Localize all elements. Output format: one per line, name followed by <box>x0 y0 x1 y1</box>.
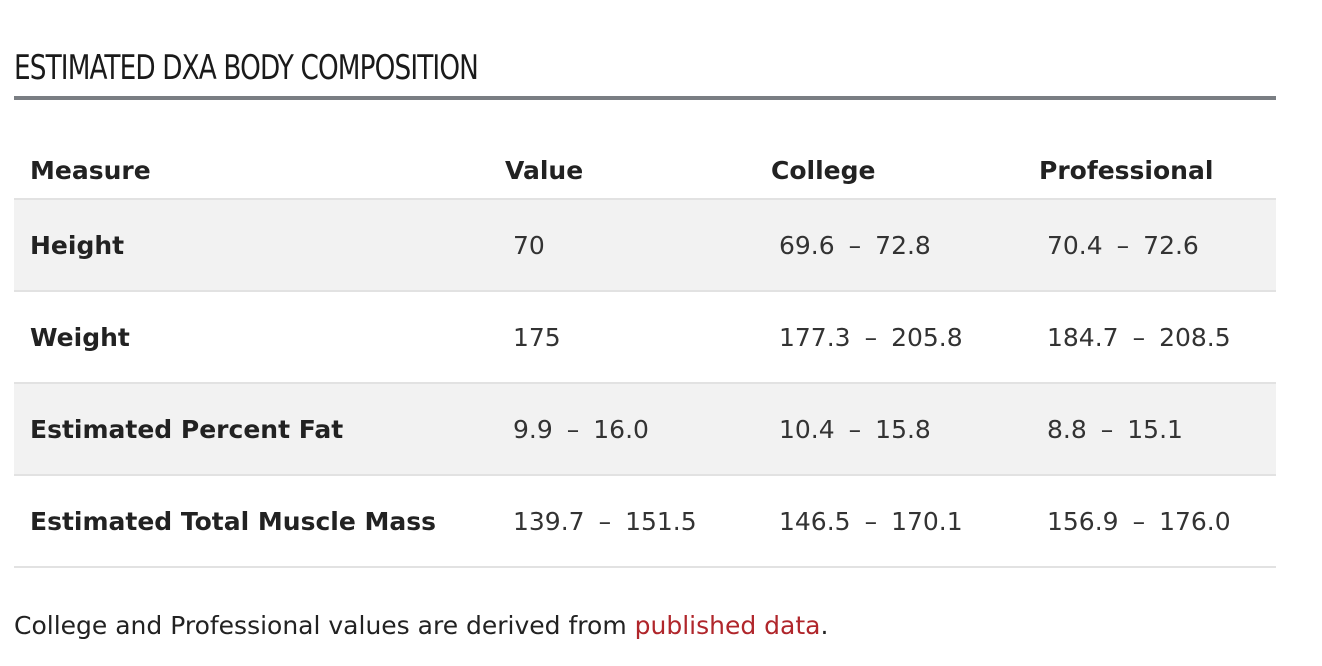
college-cell: 10.4–15.8 <box>755 383 1023 476</box>
college-high: 15.8 <box>875 414 931 444</box>
range-separator: – <box>848 230 862 260</box>
value-high: 16.0 <box>593 414 649 444</box>
body-composition-table: Measure Value College Professional Heigh… <box>14 142 1276 568</box>
measure-cell: Estimated Total Muscle Mass <box>14 475 489 568</box>
value-low: 139.7 <box>513 506 585 536</box>
value-low: 9.9 <box>513 414 553 444</box>
measure-cell: Height <box>14 199 489 292</box>
footnote-text: College and Professional values are deri… <box>14 611 635 640</box>
college-low: 69.6 <box>779 230 835 260</box>
value-low: 175 <box>513 322 561 352</box>
header-professional: Professional <box>1023 142 1276 200</box>
college-high: 205.8 <box>891 322 963 352</box>
value-cell: 139.7–151.5 <box>489 475 755 568</box>
header-value: Value <box>489 142 755 200</box>
professional-cell: 8.8–15.1 <box>1023 383 1276 476</box>
measure-cell: Estimated Percent Fat <box>14 383 489 476</box>
college-high: 170.1 <box>891 506 963 536</box>
range-separator: – <box>1132 506 1146 536</box>
header-measure: Measure <box>14 142 489 200</box>
college-high: 72.8 <box>875 230 931 260</box>
footnote: College and Professional values are deri… <box>14 606 828 646</box>
range-separator: – <box>598 506 612 536</box>
college-cell: 177.3–205.8 <box>755 291 1023 384</box>
section-title-text: ESTIMATED DXA BODY COMPOSITION <box>14 48 479 88</box>
table-row-percent-fat: Estimated Percent Fat 9.9–16.0 10.4–15.8… <box>14 383 1276 476</box>
header-college: College <box>755 142 1023 200</box>
professional-low: 184.7 <box>1047 322 1119 352</box>
table-row-height: Height 70 69.6–72.8 70.4–72.6 <box>14 199 1276 292</box>
professional-low: 156.9 <box>1047 506 1119 536</box>
value-low: 70 <box>513 230 545 260</box>
range-separator: – <box>566 414 580 444</box>
published-data-link[interactable]: published data <box>634 611 821 640</box>
table-header-row: Measure Value College Professional <box>14 142 1276 200</box>
value-cell: 9.9–16.0 <box>489 383 755 476</box>
footnote-period: . <box>820 611 829 640</box>
range-separator: – <box>864 506 878 536</box>
college-low: 177.3 <box>779 322 851 352</box>
professional-high: 176.0 <box>1159 506 1231 536</box>
professional-low: 8.8 <box>1047 414 1087 444</box>
professional-cell: 70.4–72.6 <box>1023 199 1276 292</box>
college-low: 146.5 <box>779 506 851 536</box>
value-cell: 70 <box>489 199 755 292</box>
college-low: 10.4 <box>779 414 835 444</box>
range-separator: – <box>848 414 862 444</box>
table-row-weight: Weight 175 177.3–205.8 184.7–208.5 <box>14 291 1276 384</box>
professional-high: 72.6 <box>1143 230 1199 260</box>
college-cell: 146.5–170.1 <box>755 475 1023 568</box>
college-cell: 69.6–72.8 <box>755 199 1023 292</box>
professional-high: 208.5 <box>1159 322 1231 352</box>
value-high: 151.5 <box>625 506 697 536</box>
professional-low: 70.4 <box>1047 230 1103 260</box>
range-separator: – <box>1116 230 1130 260</box>
measure-cell: Weight <box>14 291 489 384</box>
professional-high: 15.1 <box>1127 414 1183 444</box>
range-separator: – <box>1100 414 1114 444</box>
professional-cell: 156.9–176.0 <box>1023 475 1276 568</box>
professional-cell: 184.7–208.5 <box>1023 291 1276 384</box>
value-cell: 175 <box>489 291 755 384</box>
range-separator: – <box>864 322 878 352</box>
table-row-muscle-mass: Estimated Total Muscle Mass 139.7–151.5 … <box>14 475 1276 568</box>
section-title: ESTIMATED DXA BODY COMPOSITION <box>14 46 1276 100</box>
range-separator: – <box>1132 322 1146 352</box>
